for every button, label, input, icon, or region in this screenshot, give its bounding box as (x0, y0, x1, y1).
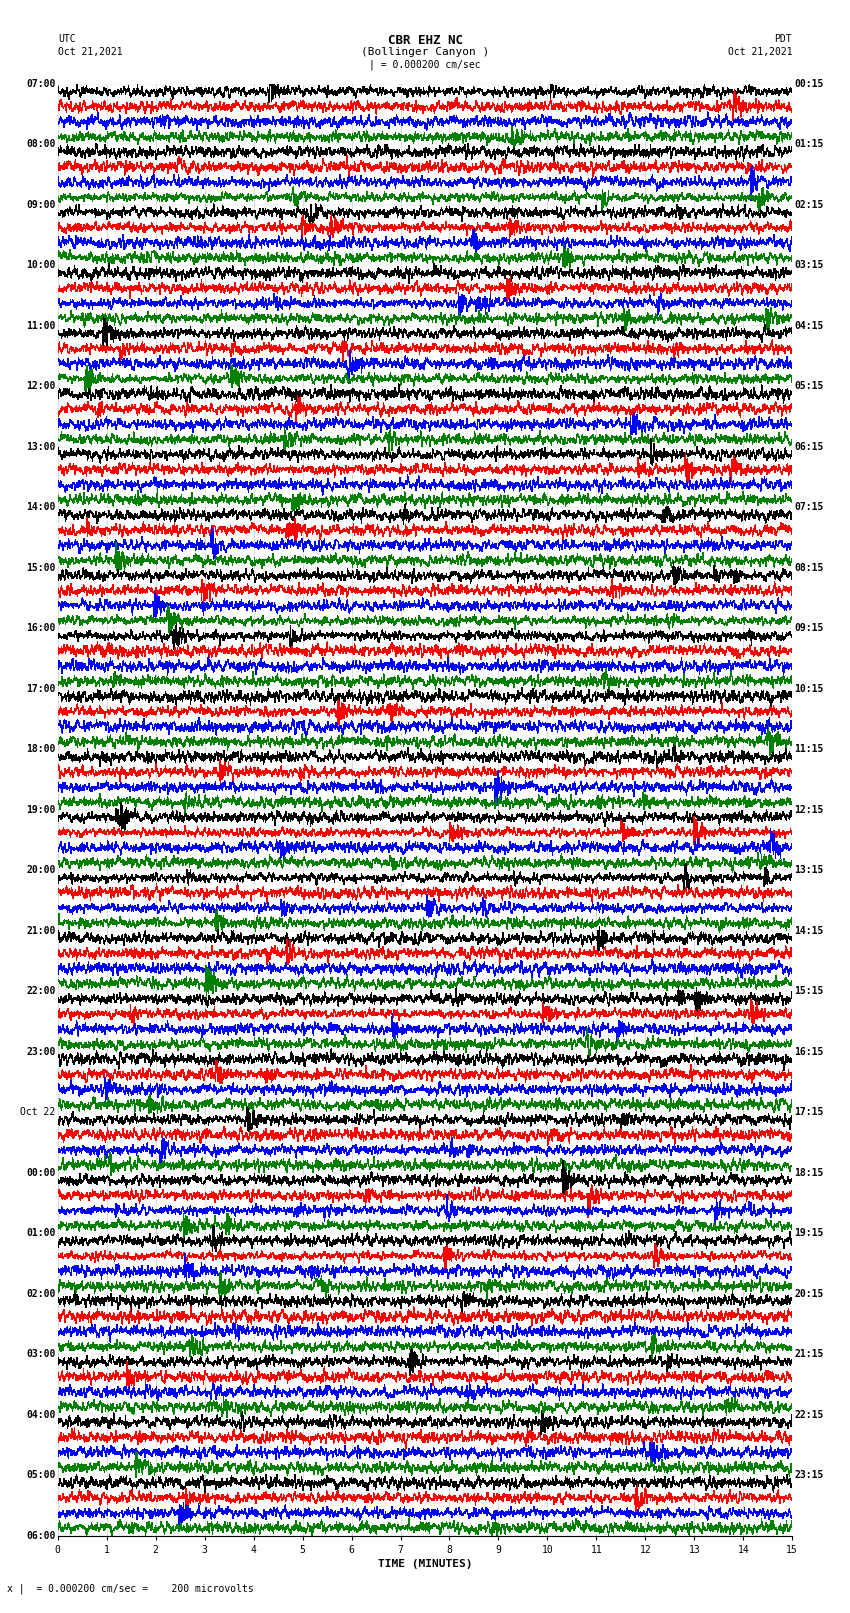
Text: 18:00: 18:00 (26, 744, 55, 755)
Text: 06:15: 06:15 (795, 442, 824, 452)
Text: UTC: UTC (58, 34, 76, 44)
Text: 23:00: 23:00 (26, 1047, 55, 1057)
Text: 15:15: 15:15 (795, 986, 824, 997)
Text: 03:15: 03:15 (795, 260, 824, 271)
Text: 23:15: 23:15 (795, 1469, 824, 1481)
Text: 06:00: 06:00 (26, 1531, 55, 1540)
Text: 05:15: 05:15 (795, 381, 824, 392)
Text: x |  = 0.000200 cm/sec =    200 microvolts: x | = 0.000200 cm/sec = 200 microvolts (7, 1582, 253, 1594)
Text: | = 0.000200 cm/sec: | = 0.000200 cm/sec (369, 60, 481, 71)
Text: 11:00: 11:00 (26, 321, 55, 331)
Text: 13:15: 13:15 (795, 865, 824, 876)
Text: 00:15: 00:15 (795, 79, 824, 89)
Text: 16:15: 16:15 (795, 1047, 824, 1057)
Text: 01:00: 01:00 (26, 1227, 55, 1239)
Text: 02:00: 02:00 (26, 1289, 55, 1298)
Text: 14:15: 14:15 (795, 926, 824, 936)
Text: 00:00: 00:00 (26, 1168, 55, 1177)
Text: CBR EHZ NC: CBR EHZ NC (388, 34, 462, 47)
Text: 15:00: 15:00 (26, 563, 55, 573)
Text: 12:00: 12:00 (26, 381, 55, 392)
Text: 12:15: 12:15 (795, 805, 824, 815)
Text: 07:15: 07:15 (795, 502, 824, 513)
Text: 21:15: 21:15 (795, 1348, 824, 1360)
Text: Oct 21,2021: Oct 21,2021 (728, 47, 792, 56)
Text: 17:15: 17:15 (795, 1107, 824, 1118)
Text: 04:00: 04:00 (26, 1410, 55, 1419)
Text: 05:00: 05:00 (26, 1469, 55, 1481)
Text: 11:15: 11:15 (795, 744, 824, 755)
Text: 08:15: 08:15 (795, 563, 824, 573)
Text: 04:15: 04:15 (795, 321, 824, 331)
Text: 20:00: 20:00 (26, 865, 55, 876)
Text: 14:00: 14:00 (26, 502, 55, 513)
Text: 22:15: 22:15 (795, 1410, 824, 1419)
Text: 16:00: 16:00 (26, 623, 55, 634)
Text: 08:00: 08:00 (26, 139, 55, 150)
Text: 13:00: 13:00 (26, 442, 55, 452)
Text: 18:15: 18:15 (795, 1168, 824, 1177)
Text: 01:15: 01:15 (795, 139, 824, 150)
Text: Oct 22: Oct 22 (20, 1107, 55, 1118)
Text: Oct 21,2021: Oct 21,2021 (58, 47, 122, 56)
Text: 19:15: 19:15 (795, 1227, 824, 1239)
X-axis label: TIME (MINUTES): TIME (MINUTES) (377, 1558, 473, 1569)
Text: 07:00: 07:00 (26, 79, 55, 89)
Text: 19:00: 19:00 (26, 805, 55, 815)
Text: 09:00: 09:00 (26, 200, 55, 210)
Text: 02:15: 02:15 (795, 200, 824, 210)
Text: (Bollinger Canyon ): (Bollinger Canyon ) (361, 47, 489, 56)
Text: PDT: PDT (774, 34, 792, 44)
Text: 17:00: 17:00 (26, 684, 55, 694)
Text: 22:00: 22:00 (26, 986, 55, 997)
Text: 10:15: 10:15 (795, 684, 824, 694)
Text: 10:00: 10:00 (26, 260, 55, 271)
Text: 09:15: 09:15 (795, 623, 824, 634)
Text: 21:00: 21:00 (26, 926, 55, 936)
Text: 03:00: 03:00 (26, 1348, 55, 1360)
Text: 20:15: 20:15 (795, 1289, 824, 1298)
